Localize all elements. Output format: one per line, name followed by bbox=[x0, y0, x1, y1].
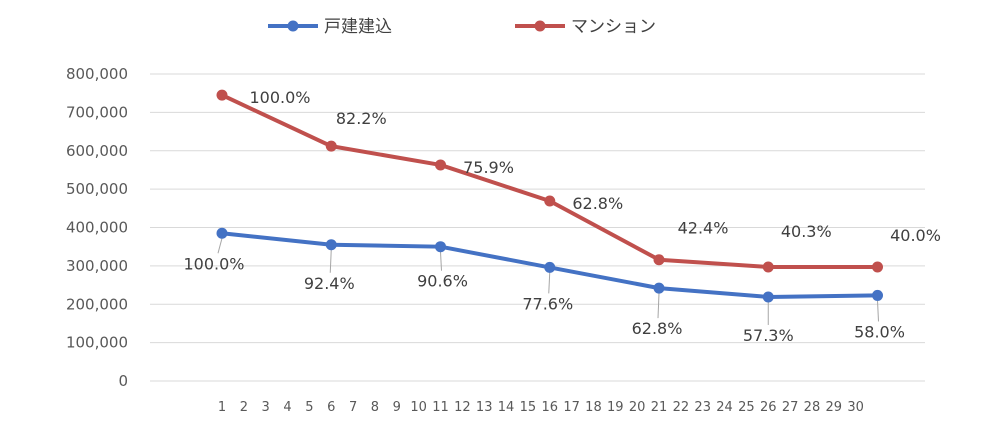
x-tick-label: 13 bbox=[476, 400, 493, 415]
data-point bbox=[872, 289, 883, 301]
legend-label: 戸建建込 bbox=[324, 17, 392, 37]
x-tick-label: 3 bbox=[262, 400, 270, 415]
data-point bbox=[216, 89, 228, 101]
x-tick-label: 1 bbox=[218, 400, 226, 415]
series-line bbox=[220, 93, 880, 270]
data-label: 40.0% bbox=[890, 226, 941, 245]
data-label: 62.8% bbox=[572, 194, 623, 213]
data-point bbox=[544, 195, 556, 207]
x-tick-label: 6 bbox=[327, 400, 335, 415]
leader-line bbox=[217, 238, 223, 254]
x-tick-label: 19 bbox=[607, 400, 624, 415]
data-label: 92.4% bbox=[304, 274, 355, 293]
data-label: 58.0% bbox=[854, 322, 905, 341]
x-tick-label: 14 bbox=[498, 400, 515, 415]
data-label: 100.0% bbox=[183, 254, 244, 273]
gridlines bbox=[150, 73, 925, 382]
data-label: 75.9% bbox=[463, 158, 514, 177]
data-label: 100.0% bbox=[249, 88, 310, 107]
y-tick-label: 200,000 bbox=[66, 295, 128, 313]
data-label: 62.8% bbox=[632, 319, 683, 338]
x-axis-ticks: 1 2 3 4 5 6 7 8 9 10 11 12 13 14 15 16 17 18 19 20 21 22 23 24 2… bbox=[218, 400, 864, 415]
y-tick-label: 600,000 bbox=[66, 142, 128, 160]
data-point bbox=[762, 291, 774, 303]
data-point bbox=[653, 254, 665, 266]
x-tick-label: 9 bbox=[393, 400, 401, 415]
y-tick-label: 500,000 bbox=[66, 180, 128, 198]
x-tick-label: 2 bbox=[240, 400, 248, 415]
x-tick-label: 21 bbox=[651, 400, 668, 415]
x-tick-label: 7 bbox=[349, 400, 357, 415]
x-tick-label: 5 bbox=[305, 400, 313, 415]
x-tick-label: 11 bbox=[432, 400, 449, 415]
x-tick-label: 17 bbox=[563, 400, 580, 415]
data-label: 82.2% bbox=[336, 109, 387, 128]
data-point bbox=[216, 227, 228, 239]
x-tick-label: 23 bbox=[694, 400, 711, 415]
y-tick-label: 800,000 bbox=[66, 65, 128, 83]
data-label: 40.3% bbox=[781, 222, 832, 241]
leader-line bbox=[440, 251, 442, 271]
x-tick-label: 16 bbox=[541, 400, 558, 415]
legend-label: マンション bbox=[571, 17, 656, 37]
legend: 戸建建込 マンション bbox=[268, 17, 656, 37]
x-tick-label: 30 bbox=[847, 400, 864, 415]
x-tick-label: 20 bbox=[629, 400, 646, 415]
x-tick-label: 18 bbox=[585, 400, 602, 415]
x-tick-label: 24 bbox=[716, 400, 733, 415]
data-point bbox=[762, 261, 774, 273]
y-tick-label: 100,000 bbox=[66, 334, 128, 352]
x-tick-label: 4 bbox=[283, 400, 291, 415]
legend-marker bbox=[534, 20, 546, 32]
x-tick-label: 15 bbox=[520, 400, 537, 415]
data-point bbox=[872, 261, 883, 273]
x-tick-label: 10 bbox=[410, 400, 427, 415]
data-point bbox=[325, 239, 337, 251]
data-point bbox=[653, 282, 665, 294]
y-tick-label: 0 bbox=[118, 372, 128, 390]
data-label: 42.4% bbox=[678, 219, 729, 238]
x-tick-label: 26 bbox=[760, 400, 777, 415]
x-tick-label: 22 bbox=[673, 400, 690, 415]
data-point bbox=[435, 159, 446, 171]
x-tick-label: 25 bbox=[738, 400, 755, 415]
x-tick-label: 12 bbox=[454, 400, 471, 415]
series-layer: 100.0%92.4% 90.6%77.6%62.8% 57.3% 58.0%100.… bbox=[183, 88, 940, 345]
x-tick-label: 27 bbox=[782, 400, 799, 415]
y-axis-ticks: 0 100,000 200,000 300,000 400,000 500,000 600,… bbox=[66, 65, 128, 390]
data-point bbox=[544, 261, 556, 273]
data-label: 77.6% bbox=[522, 294, 573, 313]
leader-line bbox=[548, 272, 551, 294]
data-point bbox=[435, 241, 446, 253]
y-tick-label: 300,000 bbox=[66, 257, 128, 275]
series-1: 100.0% 92.4% 90.6% 77.6% 62.8% 57.3% 58.0% bbox=[183, 227, 905, 345]
data-point bbox=[325, 140, 337, 152]
leader-line bbox=[877, 300, 879, 322]
y-tick-label: 400,000 bbox=[66, 219, 128, 237]
leader-line bbox=[657, 293, 660, 319]
leader-line bbox=[329, 249, 332, 273]
x-tick-label: 28 bbox=[804, 400, 821, 415]
data-label: 57.3% bbox=[743, 326, 794, 345]
x-tick-label: 8 bbox=[371, 400, 379, 415]
legend-marker bbox=[287, 20, 299, 32]
data-label: 90.6% bbox=[417, 272, 468, 291]
x-tick-label: 29 bbox=[826, 400, 843, 415]
y-tick-label: 700,000 bbox=[66, 103, 128, 121]
series-2: 100.0% 82.2% 75.9% 62.8% 42.4% 40.3% 40.0% bbox=[216, 88, 941, 273]
